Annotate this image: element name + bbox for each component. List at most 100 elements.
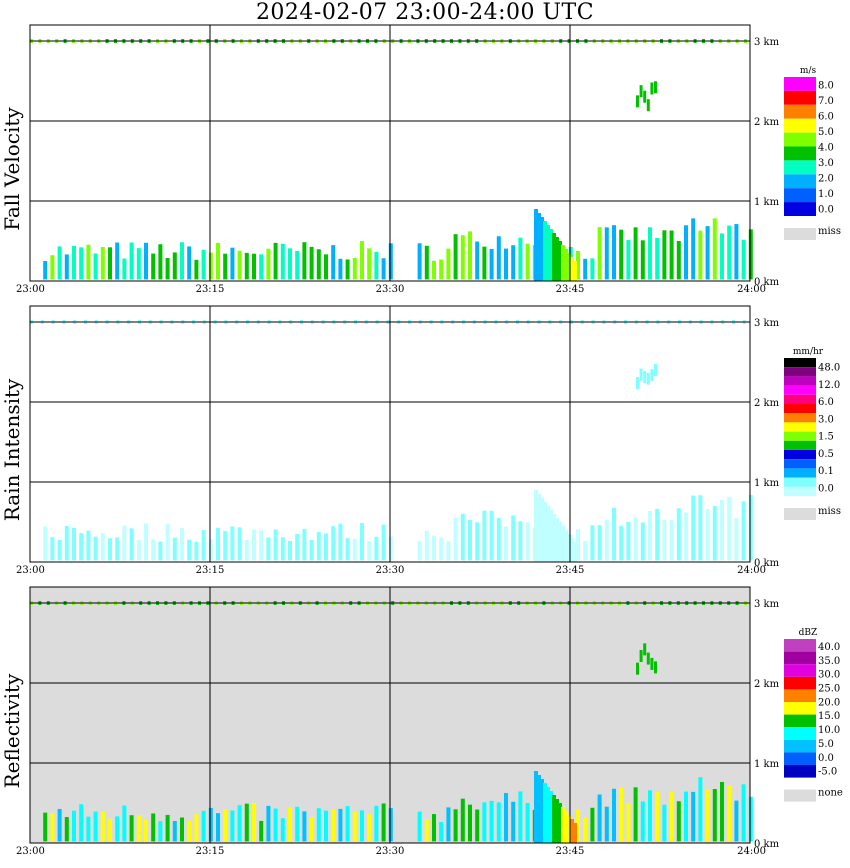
y-axis-label: Fall Velocity (0, 107, 24, 231)
legend-label: 6.0 (818, 397, 834, 408)
legend-swatch (784, 367, 816, 377)
legend-label: 7.0 (818, 96, 834, 107)
echo-column (655, 508, 660, 561)
plot-frame (29, 24, 751, 282)
y-tick-label: 0 km (754, 558, 780, 569)
echo-column (504, 793, 508, 842)
echo-column (288, 540, 292, 561)
echo-column (691, 495, 696, 561)
echo-column (525, 802, 530, 842)
echo-column (187, 820, 192, 842)
echo-column (144, 523, 148, 561)
fall-streak (561, 807, 565, 843)
echo-column (158, 541, 163, 561)
chart-title: 2024-02-07 23:00-24:00 UTC (255, 0, 595, 25)
echo-column (604, 806, 609, 842)
echo-column (237, 527, 242, 561)
fall-streak (540, 498, 544, 562)
echo-column (79, 247, 84, 280)
echo-column (748, 495, 753, 561)
echo-column (360, 523, 364, 561)
echo-column (324, 533, 328, 561)
echo-column (748, 229, 753, 280)
echo-column (338, 523, 343, 561)
echo-aloft (643, 370, 647, 383)
echo-column (360, 241, 364, 280)
fall-streak (570, 819, 574, 843)
echo-column (122, 805, 127, 842)
echo-column (417, 243, 422, 280)
echo-column (381, 803, 386, 842)
echo-column (100, 811, 105, 842)
echo-aloft (636, 662, 639, 675)
fall-streak (558, 803, 562, 843)
legend-label: 30.0 (818, 670, 840, 681)
x-tick-label: 23:00 (16, 284, 45, 295)
echo-column (439, 537, 444, 561)
echo-column (266, 537, 271, 561)
y-tick-label: 2 km (754, 398, 780, 409)
echo-column (64, 817, 69, 842)
echo-column (388, 243, 393, 280)
echo-column (50, 813, 55, 842)
echo-column (151, 539, 156, 561)
echo-column (741, 784, 746, 842)
legend-swatch (784, 431, 816, 441)
echo-column (252, 253, 256, 280)
fall-streak (558, 522, 562, 562)
echo-column (180, 817, 184, 842)
echo-column (662, 519, 667, 561)
legend-label: 40.0 (818, 642, 840, 653)
echo-column (93, 811, 98, 842)
echo-column (201, 249, 206, 280)
echo-column (151, 813, 156, 842)
fall-streak (534, 209, 538, 281)
echo-column (43, 812, 48, 842)
echo-column (496, 236, 501, 280)
echo-column (72, 527, 76, 561)
legend-miss-label: none (818, 788, 843, 799)
echo-column (597, 794, 602, 842)
fall-streak (543, 783, 547, 843)
echo-column (302, 528, 307, 561)
echo-column (712, 218, 717, 280)
fall-streak (552, 514, 556, 562)
echo-column (676, 508, 681, 561)
legend-swatch (784, 440, 816, 450)
echo-column (734, 518, 739, 561)
echo-column (648, 510, 652, 561)
echo-column (345, 806, 350, 842)
echo-aloft (643, 643, 647, 656)
echo-column (180, 242, 184, 280)
echo-column (302, 811, 307, 842)
legend-swatch (784, 639, 816, 652)
legend-label: 3.0 (818, 158, 834, 169)
y-tick-label: 0 km (754, 839, 780, 850)
echo-column (352, 257, 357, 280)
legend-swatch (784, 188, 816, 203)
echo-column (439, 259, 444, 280)
echo-column (122, 258, 127, 280)
fall-streak (561, 245, 565, 281)
echo-column (640, 240, 645, 280)
echo-column (122, 525, 127, 561)
echo-column (712, 788, 717, 842)
echo-column (511, 515, 516, 561)
echo-column (316, 531, 321, 561)
echo-column (424, 530, 429, 561)
legend-swatch (784, 422, 816, 432)
echo-column (590, 807, 595, 842)
echo-column (302, 242, 307, 280)
echo-column (691, 218, 696, 280)
echo-column (288, 248, 292, 280)
echo-column (273, 242, 278, 280)
y-tick-label: 1 km (754, 478, 780, 489)
echo-column (324, 254, 328, 280)
echo-aloft (650, 369, 654, 382)
echo-column (576, 809, 580, 842)
legend-swatch (784, 468, 816, 478)
echo-column (86, 244, 91, 280)
echo-column (237, 805, 242, 842)
echo-column (223, 531, 228, 561)
